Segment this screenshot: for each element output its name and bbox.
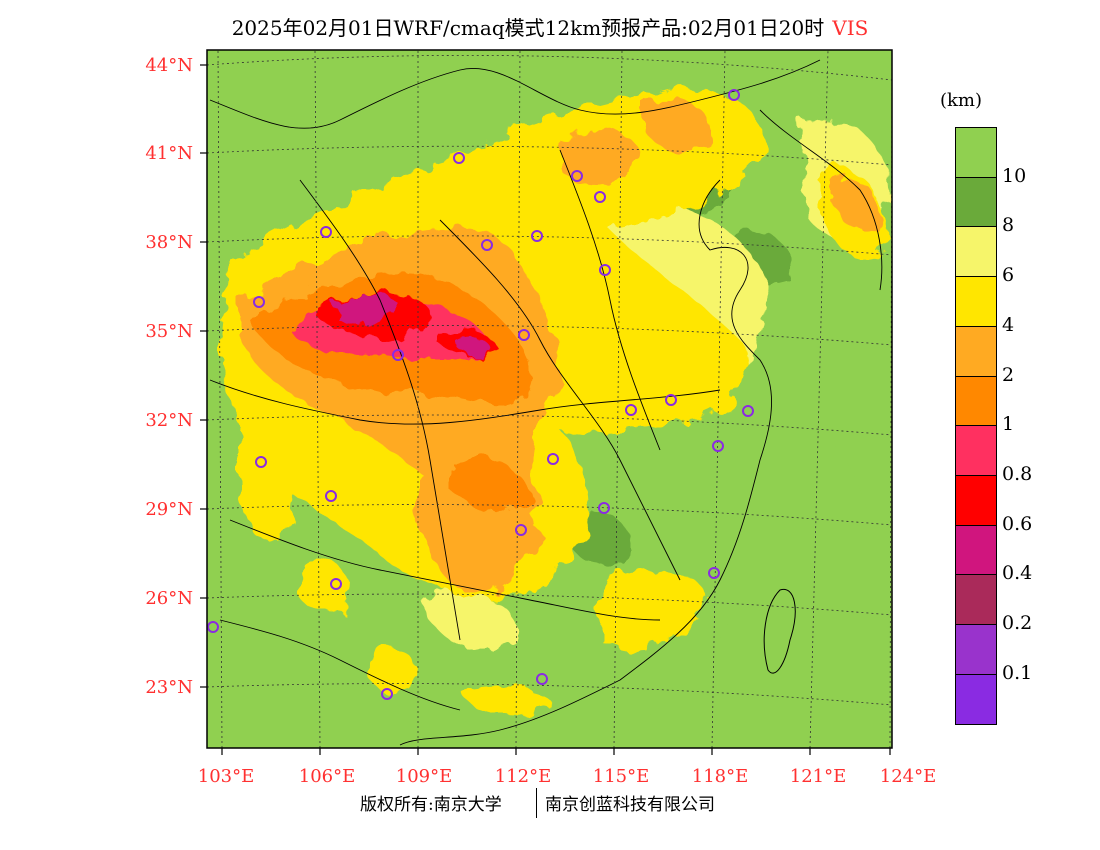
station-marker (594, 191, 606, 203)
station-marker (536, 673, 548, 685)
legend-swatch (955, 624, 997, 675)
station-marker (253, 296, 265, 308)
legend-swatch (955, 276, 997, 327)
lat-label: 44°N (145, 55, 193, 76)
lon-label: 121°E (789, 766, 847, 787)
variable-label: VIS (832, 16, 869, 40)
station-marker (728, 89, 740, 101)
station-marker (708, 567, 720, 579)
station-marker (515, 524, 527, 536)
legend-unit: (km) (940, 90, 983, 111)
lon-label: 106°E (298, 766, 356, 787)
footer-divider (536, 788, 537, 818)
lat-label: 23°N (145, 677, 193, 698)
station-marker (547, 453, 559, 465)
lon-label: 112°E (494, 766, 552, 787)
visibility-field (220, 88, 890, 715)
legend-swatch (955, 226, 997, 278)
legend-label: 2 (1002, 363, 1015, 386)
legend-label: 0.6 (1002, 512, 1033, 535)
sea-area (600, 419, 892, 748)
station-marker (742, 405, 754, 417)
station-marker (207, 621, 219, 633)
taiwan-outline (763, 588, 796, 674)
legend-label: 10 (1002, 164, 1027, 187)
legend-swatch (955, 574, 997, 625)
station-marker (625, 404, 637, 416)
station-markers (207, 89, 754, 700)
station-marker (330, 578, 342, 590)
station-marker (665, 394, 677, 406)
legend-label: 0.4 (1002, 562, 1033, 585)
station-marker (255, 456, 267, 468)
lat-label: 26°N (145, 588, 193, 609)
station-marker (599, 264, 611, 276)
legend-label: 8 (1002, 214, 1015, 237)
map-title: 2025年02月01日WRF/cmaq模式12km预报产品:02月01日20时 V… (0, 12, 1100, 41)
station-marker (392, 349, 404, 361)
lon-label: 103°E (197, 766, 255, 787)
legend-swatch (955, 375, 997, 427)
legend-swatch (955, 176, 997, 228)
company-text: 南京创蓝科技有限公司 (545, 795, 715, 815)
station-marker (712, 440, 724, 452)
station-marker (531, 230, 543, 242)
station-marker (325, 490, 337, 502)
lon-label: 118°E (691, 766, 749, 787)
legend-label: 1 (1002, 413, 1015, 436)
station-marker (571, 170, 583, 182)
legend-label: 4 (1002, 313, 1015, 336)
legend-label: 0.8 (1002, 462, 1033, 485)
legend-swatch (955, 127, 997, 178)
station-marker (598, 502, 610, 514)
lat-label: 41°N (145, 143, 193, 164)
lon-label: 124°E (879, 766, 937, 787)
lon-label: 109°E (395, 766, 453, 787)
station-marker (320, 226, 332, 238)
lat-label: 32°N (145, 410, 193, 431)
legend-swatch (955, 673, 997, 726)
legend-swatch (955, 425, 997, 476)
lat-label: 35°N (145, 321, 193, 342)
legend-swatch (955, 524, 997, 576)
axis-ticks (200, 64, 891, 755)
station-marker (481, 239, 493, 251)
legend-label: 6 (1002, 264, 1015, 287)
legend-label: 0.1 (1002, 661, 1033, 684)
copyright-text: 版权所有:南京大学 (360, 795, 502, 815)
legend-label: 0.2 (1002, 612, 1033, 634)
lat-label: 29°N (145, 499, 193, 520)
legend-swatch (955, 474, 997, 526)
station-marker (381, 688, 393, 700)
station-marker (518, 329, 530, 341)
title-text: 2025年02月01日WRF/cmaq模式12km预报产品:02月01日20时 (231, 16, 825, 40)
map-frame (206, 49, 893, 749)
legend-swatch (955, 325, 997, 377)
graticule (207, 50, 892, 748)
lat-label: 38°N (145, 232, 193, 253)
lon-label: 115°E (592, 766, 650, 787)
map-area (207, 50, 892, 748)
station-marker (453, 152, 465, 164)
